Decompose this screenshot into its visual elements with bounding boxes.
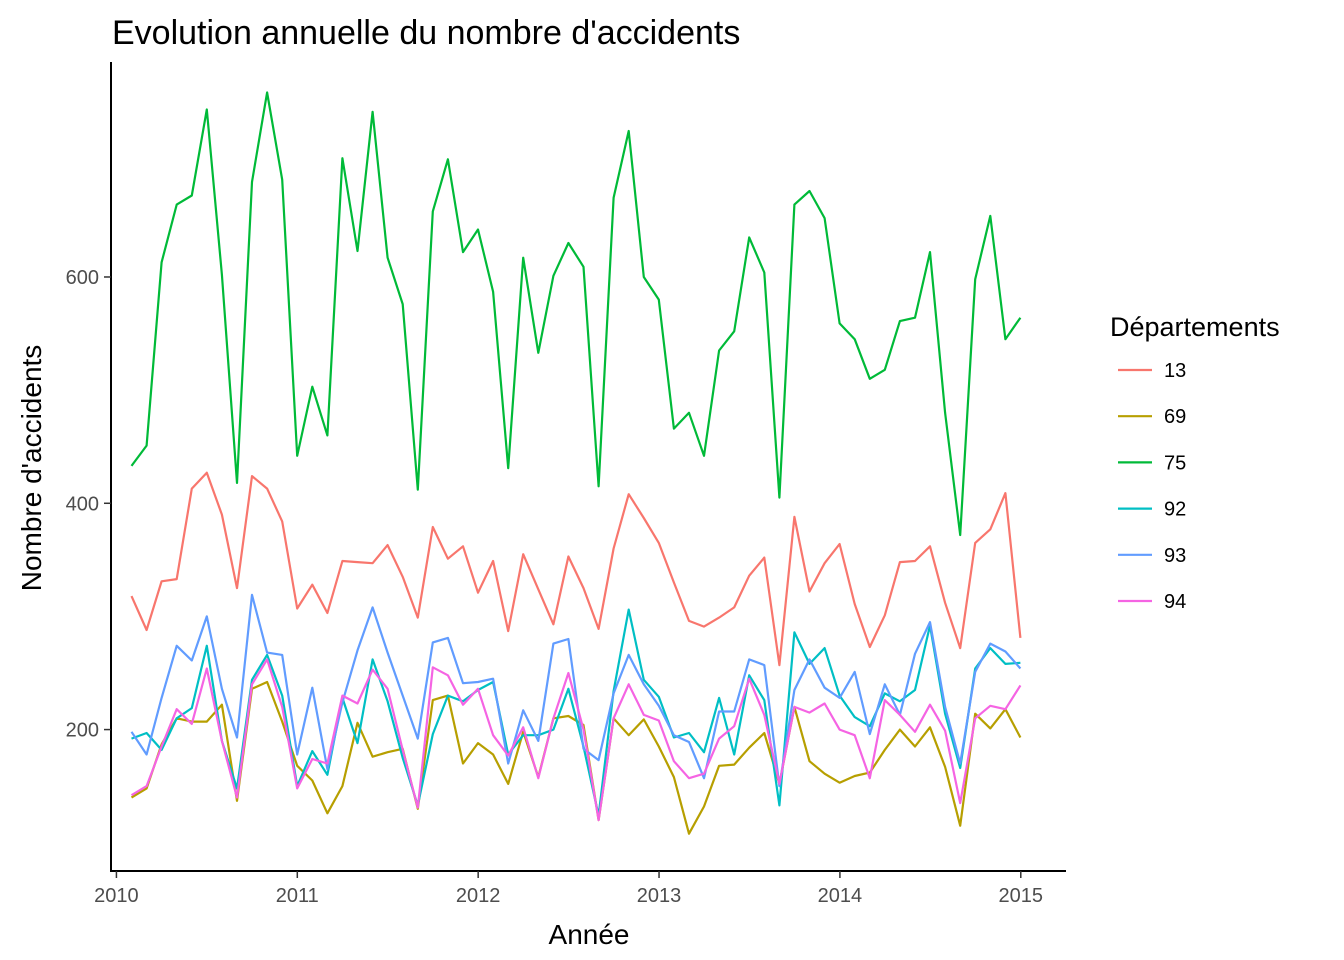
legend-label-92: 92	[1164, 499, 1186, 521]
x-tick-label: 2013	[637, 885, 682, 907]
series-line-94	[130, 658, 1022, 822]
y-tick-label: 400	[66, 493, 99, 515]
plot-area	[130, 91, 1022, 835]
legend-label-69: 69	[1164, 406, 1186, 428]
y-axis-ticks: 200 400 600	[66, 267, 111, 742]
legend-label-93: 93	[1164, 545, 1186, 567]
legend-label-13: 13	[1164, 360, 1186, 382]
series-line-13	[130, 471, 1022, 667]
chart-title: Evolution annuelle du nombre d'accidents	[112, 14, 740, 52]
x-tick-label: 2010	[94, 885, 139, 907]
x-tick-label: 2011	[276, 885, 319, 907]
legend-items: 13 69 75 92 93 94	[1118, 360, 1186, 613]
legend: Départements 13 69 75 92 93 94	[1110, 312, 1280, 613]
legend-label-94: 94	[1164, 591, 1186, 613]
x-axis-title: Année	[549, 919, 630, 950]
x-tick-label: 2012	[456, 885, 501, 907]
x-tick-label: 2015	[999, 885, 1044, 907]
y-tick-label: 600	[66, 267, 99, 289]
series-line-92	[131, 608, 1021, 817]
series-line-75	[130, 91, 1022, 537]
x-axis-ticks: 2010 2011 2012 2013 2014 2015	[94, 871, 1043, 907]
y-tick-label: 200	[66, 720, 99, 742]
series-line-93	[130, 593, 1022, 788]
legend-title: Départements	[1110, 312, 1280, 342]
x-tick-label: 2014	[818, 885, 863, 907]
legend-label-75: 75	[1164, 452, 1186, 474]
y-axis-title: Nombre d'accidents	[16, 345, 47, 592]
